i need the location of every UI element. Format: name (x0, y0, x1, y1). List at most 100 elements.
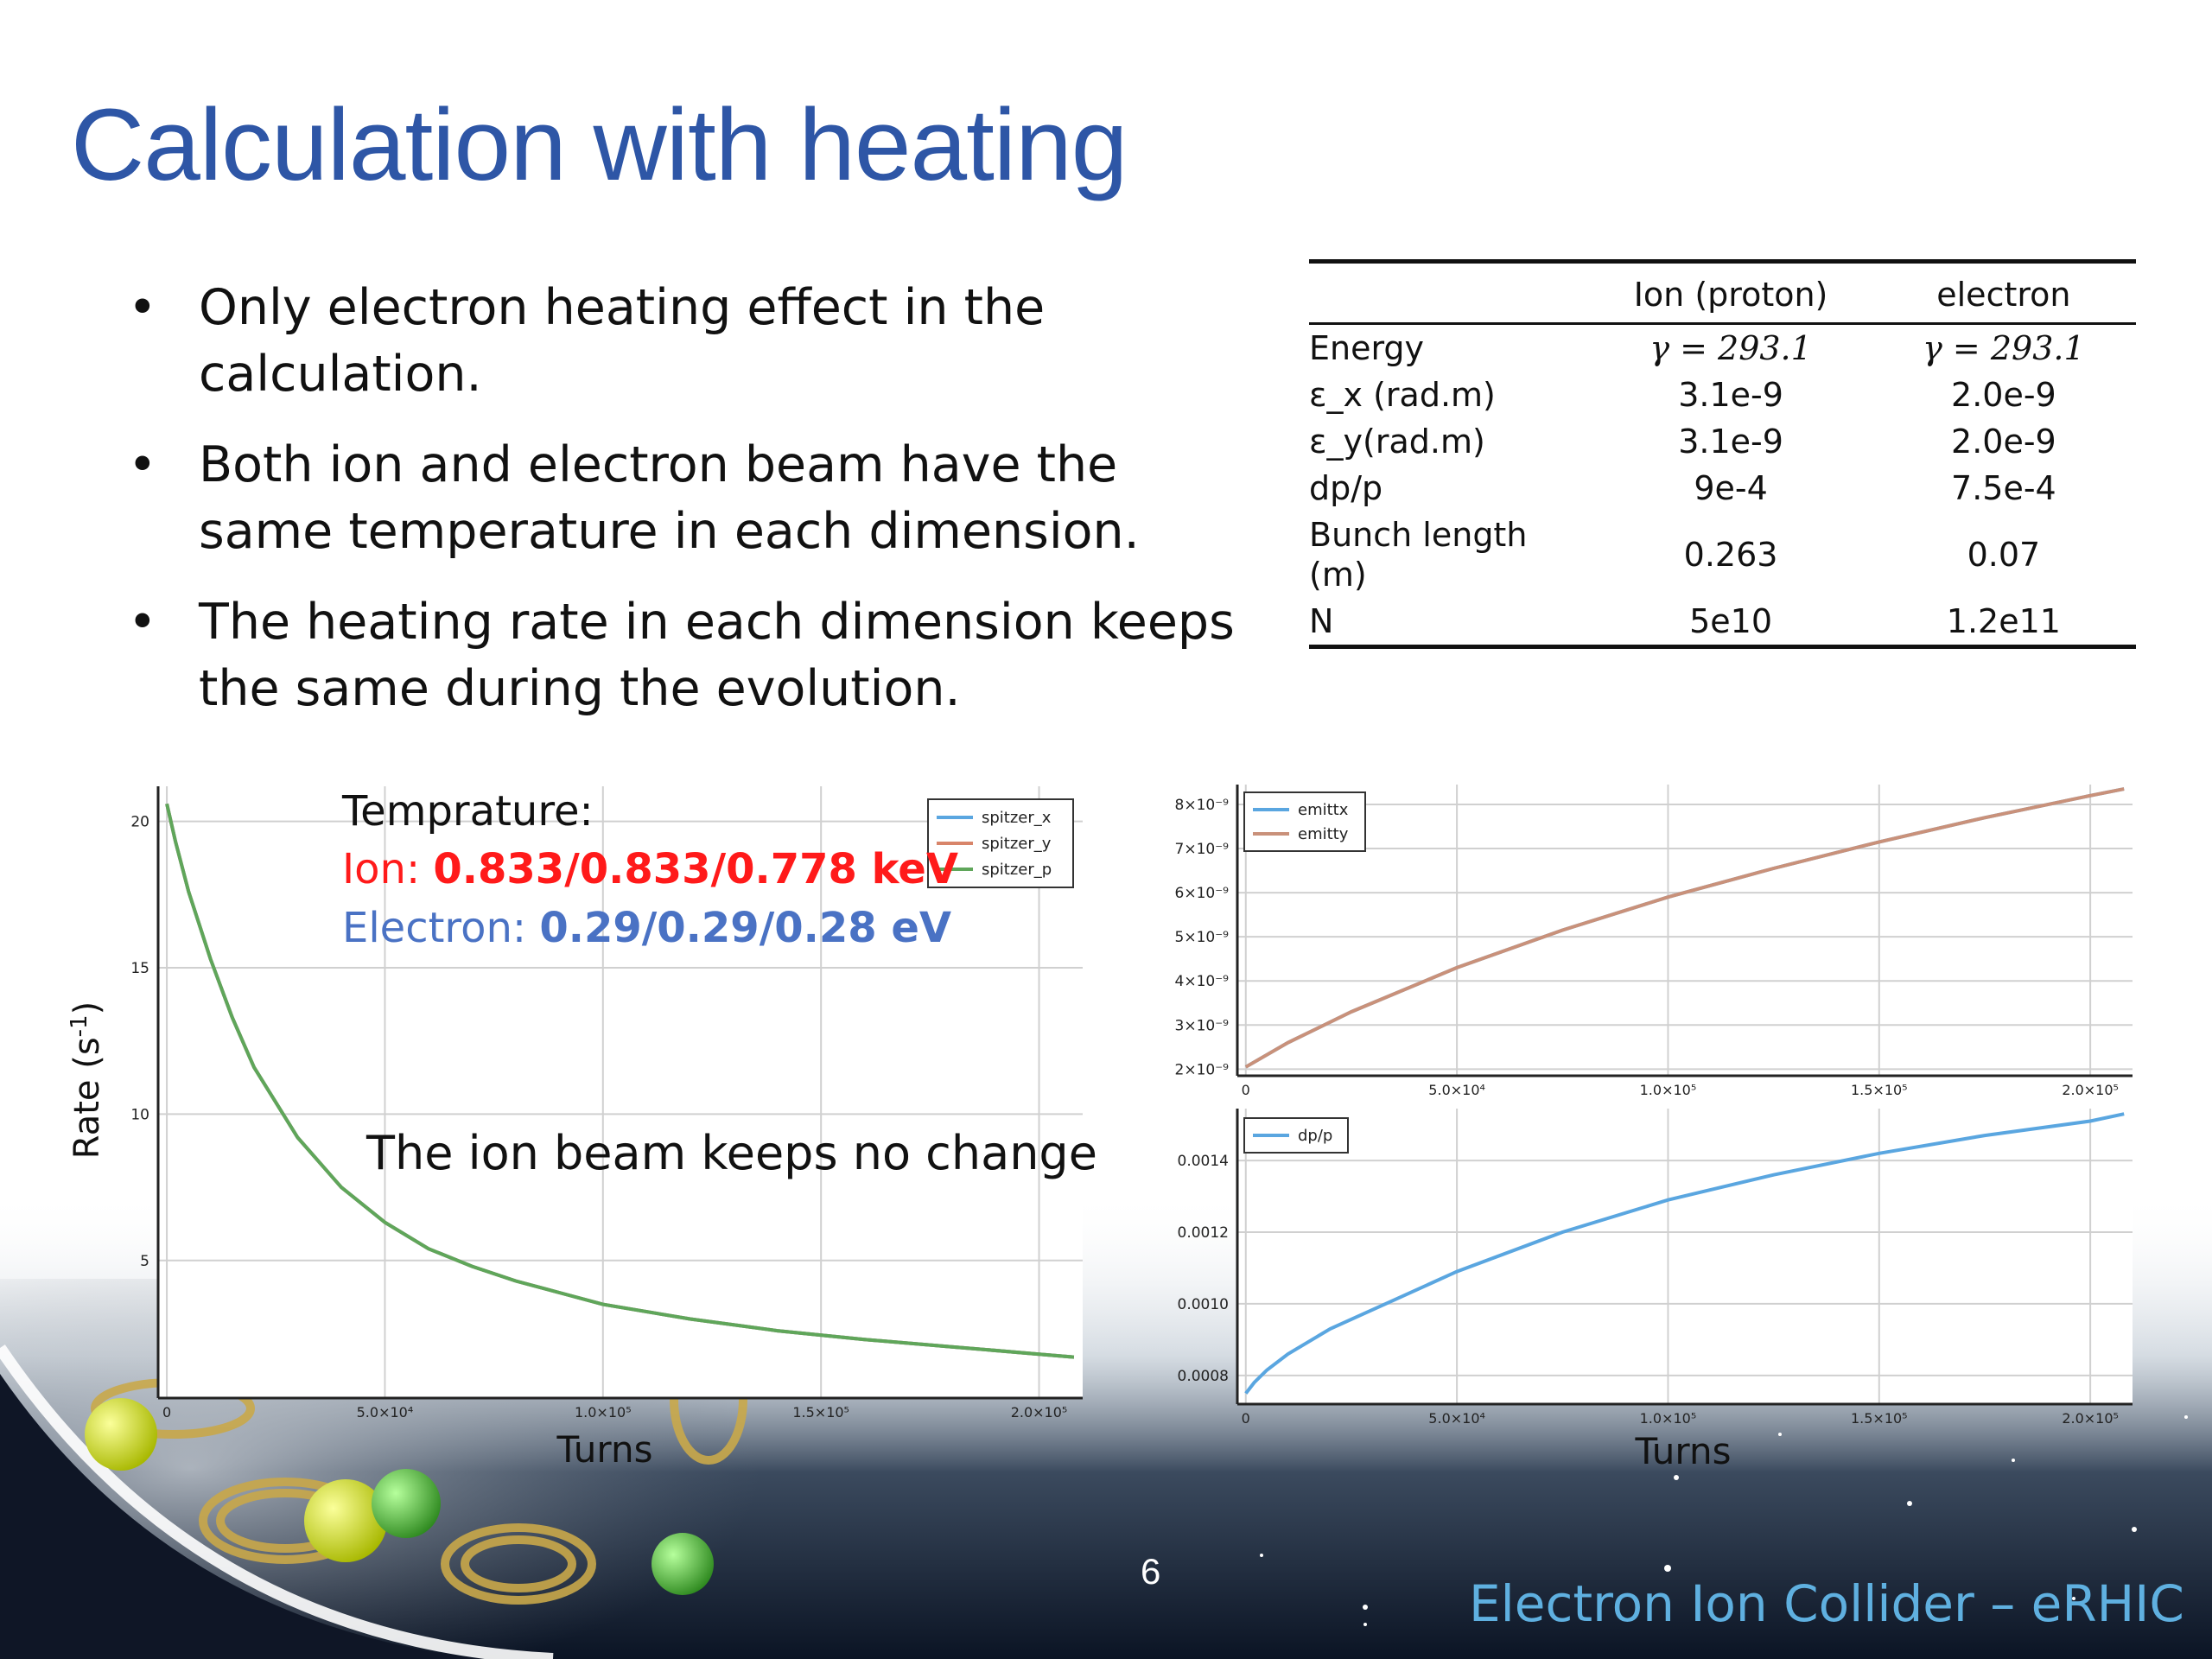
x-tick-label: 1.5×10⁵ (1851, 1410, 1908, 1427)
table-row: dp/p 9e-4 7.5e-4 (1309, 465, 2136, 512)
bullet-item: • The heating rate in each dimension kee… (121, 589, 1244, 722)
ion-temperature-prefix: Ion: (342, 845, 433, 893)
table-row: N 5e10 1.2e11 (1309, 598, 2136, 649)
y-tick-label: 8×10⁻⁹ (1175, 797, 1230, 814)
y-tick-label: 0.0014 (1178, 1153, 1229, 1170)
table-cell: ε_y(rad.m) (1309, 423, 1485, 461)
plot-area (1237, 785, 2133, 1076)
x-tick-label: 2.0×10⁵ (2062, 1410, 2119, 1427)
x-tick-label: 1.0×10⁵ (575, 1404, 632, 1421)
x-tick-label: 2.0×10⁵ (1011, 1404, 1068, 1421)
table-cell: 3.1e-9 (1678, 376, 1783, 414)
electron-temperature-prefix: Electron: (342, 904, 539, 952)
x-tick-label: 1.5×10⁵ (1851, 1082, 1908, 1098)
table-cell: 0.263 (1683, 536, 1778, 574)
y-tick-label: 6×10⁻⁹ (1175, 885, 1230, 902)
legend-label: spitzer_y (982, 835, 1052, 853)
legend-label: spitzer_p (982, 861, 1052, 879)
table-cell: 1.2e11 (1871, 598, 2136, 649)
legend-label: emittx (1298, 801, 1349, 819)
table-cell: 2.0e-9 (1951, 423, 2056, 461)
ion-beam-note: The ion beam keeps no change (365, 1126, 1097, 1180)
y-tick-label: 0.0008 (1178, 1368, 1229, 1385)
table-cell: 0.07 (1967, 536, 2041, 574)
table-cell: Bunch length (m) (1309, 516, 1528, 594)
table-cell: 3.1e-9 (1678, 423, 1783, 461)
series-line-dp-p (1244, 1112, 2125, 1395)
rate-chart-y-label: Rate (s-1) (67, 1001, 107, 1159)
y-tick-label: 10 (130, 1106, 149, 1123)
table-cell: dp/p (1309, 469, 1383, 507)
footer-brand: Electron Ion Collider – eRHIC (1469, 1574, 2184, 1633)
table-row: ε_y(rad.m) 3.1e-9 2.0e-9 (1309, 418, 2136, 465)
table-cell: 7.5e-4 (1951, 469, 2056, 507)
table-header-cell: electron (1871, 259, 2136, 325)
electron-temperature-values: 0.29/0.29/0.28 eV (539, 904, 951, 952)
x-tick-label: 1.0×10⁵ (1640, 1082, 1697, 1098)
table-cell: ε_x (rad.m) (1309, 376, 1496, 414)
y-tick-label: 0.0012 (1178, 1224, 1229, 1242)
momentum-spread-chart: 0 5.0×10⁴ 1.0×10⁵ 1.5×10⁵ 2.0×10⁵ 0.0008 0.001… (1178, 1109, 2133, 1427)
table-cell: Energy (1309, 329, 1425, 367)
bullet-item: • Both ion and electron beam have the sa… (121, 432, 1244, 565)
table-row: Energy γ = 293.1 γ = 293.1 (1309, 324, 2136, 372)
bullet-item: • Only electron heating effect in the ca… (121, 275, 1244, 408)
legend-box (1243, 791, 1366, 852)
table-header-row: Ion (proton) electron (1309, 259, 2136, 325)
electron-temperature: Electron: 0.29/0.29/0.28 eV (342, 904, 951, 952)
table-cell: γ = 293.1 (1923, 329, 2085, 367)
x-tick-label: 5.0×10⁴ (357, 1404, 414, 1421)
x-tick-label: 0 (162, 1404, 171, 1421)
momentum-chart-x-label: Turns (1635, 1430, 1732, 1472)
ion-temperature: Ion: 0.833/0.833/0.778 keV (342, 845, 958, 893)
table-cell: N (1309, 598, 1591, 649)
y-label-close: ) (67, 1001, 107, 1015)
table-cell: 9e-4 (1694, 469, 1768, 507)
y-tick-label: 3×10⁻⁹ (1175, 1017, 1230, 1034)
table-header-cell (1309, 259, 1591, 325)
rate-chart: 0 5.0×10⁴ 1.0×10⁵ 1.5×10⁵ 2.0×10⁵ 5 10 15 20 spit… (130, 786, 1083, 1421)
beam-parameter-table: Ion (proton) electron Energy γ = 293.1 γ… (1309, 259, 2136, 649)
bullet-dot: • (128, 594, 157, 651)
x-tick-label: 1.5×10⁵ (792, 1404, 849, 1421)
x-tick-label: 1.0×10⁵ (1640, 1410, 1697, 1427)
ion-temperature-values: 0.833/0.833/0.778 keV (433, 845, 958, 893)
y-tick-label: 20 (130, 814, 149, 831)
y-tick-label: 5×10⁻⁹ (1175, 929, 1230, 946)
x-tick-label: 2.0×10⁵ (2062, 1082, 2119, 1098)
y-tick-label: 0.0010 (1178, 1296, 1229, 1313)
y-tick-label: 2×10⁻⁹ (1175, 1061, 1230, 1078)
series-line-spitzer_p (165, 803, 1075, 1359)
legend-label: emitty (1298, 825, 1349, 843)
emittance-chart: 0 5.0×10⁴ 1.0×10⁵ 1.5×10⁵ 2.0×10⁵ 2×10⁻⁹ 3×10⁻… (1175, 785, 2133, 1098)
y-tick-label: 4×10⁻⁹ (1175, 973, 1230, 990)
y-tick-label: 15 (130, 960, 149, 977)
y-label-main: Rate (s (67, 1037, 107, 1159)
table-cell: γ = 293.1 (1649, 329, 1812, 367)
table-header-cell: Ion (proton) (1590, 259, 1872, 325)
table-cell: 2.0e-9 (1951, 376, 2056, 414)
y-tick-label: 5 (140, 1253, 149, 1270)
table-row: ε_x (rad.m) 3.1e-9 2.0e-9 (1309, 372, 2136, 418)
bullet-text: Both ion and electron beam have the same… (199, 436, 1140, 560)
bullet-text: Only electron heating effect in the calc… (199, 279, 1046, 403)
page-title: Calculation with heating (71, 88, 1128, 202)
legend-label: dp/p (1298, 1127, 1332, 1145)
x-tick-label: 5.0×10⁴ (1428, 1082, 1485, 1098)
table-cell: 5e10 (1590, 598, 1872, 649)
x-tick-label: 5.0×10⁴ (1428, 1410, 1485, 1427)
y-tick-label: 7×10⁻⁹ (1175, 841, 1230, 858)
bullet-dot: • (128, 279, 157, 336)
series-line-emitty (1244, 787, 2125, 1069)
x-tick-label: 0 (1242, 1410, 1250, 1427)
bullet-text: The heating rate in each dimension keeps… (199, 594, 1235, 717)
bullet-list: • Only electron heating effect in the ca… (121, 275, 1244, 747)
legend-label: spitzer_x (982, 809, 1052, 827)
y-label-superscript: -1 (67, 1014, 92, 1037)
plot-area (1237, 1109, 2133, 1404)
x-tick-label: 0 (1242, 1082, 1250, 1098)
rate-chart-x-label: Turns (556, 1428, 653, 1471)
slide-number: 6 (1141, 1551, 1161, 1592)
temperature-label: Temprature: (341, 787, 594, 836)
table-row: Bunch length (m) 0.263 0.07 (1309, 512, 2136, 598)
